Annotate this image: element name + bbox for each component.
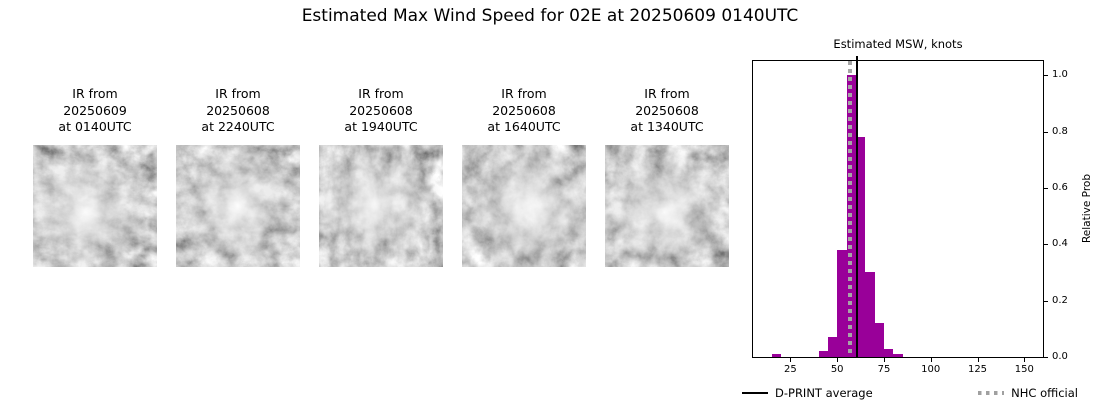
y-tick: [1044, 357, 1048, 358]
x-tick-label: 75: [877, 364, 891, 375]
ir-label-line: at 1940UTC: [344, 119, 418, 135]
y-tick: [1044, 187, 1048, 189]
ir-panel: IR from 20250608 at 1640UTC: [462, 86, 586, 267]
x-tick: [884, 358, 885, 362]
ir-label-line: IR from: [501, 86, 547, 101]
legend-label: NHC official: [1011, 386, 1078, 400]
ir-label-line: 20250609: [63, 102, 127, 118]
histogram-bar: [874, 323, 884, 357]
x-tick-label: 125: [967, 364, 988, 375]
x-tick-label: 25: [784, 364, 797, 375]
ir-panel-label: IR from 20250608 at 1640UTC: [462, 86, 586, 136]
y-tick: [1044, 300, 1048, 302]
histogram-bar: [855, 137, 866, 357]
histogram-chart: [752, 56, 1044, 358]
ir-satellite-image: [462, 144, 586, 267]
ir-satellite-image: [319, 144, 443, 267]
histogram-bar: [865, 272, 875, 357]
ir-panel-label: IR from 20250608 at 2240UTC: [176, 86, 300, 136]
figure-title: Estimated Max Wind Speed for 02E at 2025…: [301, 6, 799, 26]
ir-satellite-image: [605, 144, 729, 267]
dprint-line-swatch: [742, 392, 768, 394]
y-tick-label: 0.6: [1052, 181, 1068, 193]
legend-item-nhc: NHC official: [978, 386, 1078, 400]
ir-label-line: 20250608: [492, 102, 556, 118]
ir-label-line: at 1640UTC: [487, 119, 561, 135]
y-axis-label-text: Relative Prob: [1081, 174, 1093, 244]
ir-panel-label: IR from 20250609 at 0140UTC: [33, 86, 157, 136]
x-tick-label: 150: [1014, 364, 1034, 375]
legend-label: D-PRINT average: [775, 386, 873, 400]
x-tick-label: 100: [921, 364, 941, 375]
x-tick: [790, 358, 792, 362]
ir-panel: IR from 20250608 at 2240UTC: [176, 86, 300, 267]
histogram-bar: [771, 354, 782, 357]
ir-label-line: 20250608: [206, 102, 270, 118]
y-axis-label: Relative Prob: [1078, 61, 1096, 357]
ir-label-line: at 2240UTC: [201, 119, 275, 135]
y-tick-label: 0.4: [1052, 238, 1068, 250]
ir-label-line: at 0140UTC: [58, 119, 132, 135]
histogram-bar: [837, 249, 847, 357]
ir-image-strip: IR from 20250609 at 0140UTC IR from 2025…: [33, 86, 729, 267]
y-tick-label: 0.8: [1052, 125, 1068, 137]
histogram-bar: [884, 348, 894, 357]
y-tick-label: 0.0: [1052, 350, 1068, 362]
y-tick-label: 1.0: [1052, 69, 1068, 81]
ir-satellite-image: [33, 144, 157, 267]
ir-panel-label: IR from 20250608 at 1940UTC: [319, 86, 443, 136]
plot-area: [752, 56, 1044, 358]
y-axis: 0.0 0.2 0.4 0.6 0.8 1.0: [1044, 61, 1078, 362]
x-tick-label: 50: [830, 364, 844, 375]
x-tick: [977, 358, 979, 362]
ir-label-line: at 1340UTC: [630, 119, 704, 135]
legend: D-PRINT average NHC official: [742, 386, 1078, 400]
x-axis: 25 50 75 100 125 150: [753, 358, 1043, 380]
ir-label-line: 20250608: [349, 102, 413, 118]
legend-item-dprint: D-PRINT average: [742, 386, 873, 400]
ir-label-line: IR from: [644, 86, 690, 101]
chart-title: Estimated MSW, knots: [833, 37, 963, 51]
x-tick: [1024, 358, 1026, 362]
y-tick: [1044, 131, 1048, 133]
dprint-average-line: [856, 56, 858, 357]
x-tick: [930, 358, 932, 362]
histogram-bar: [893, 354, 903, 357]
ir-label-line: IR from: [358, 86, 404, 101]
histogram-bar: [818, 351, 828, 357]
ir-satellite-image: [176, 144, 300, 267]
x-tick: [837, 358, 839, 362]
ir-panel-label: IR from 20250608 at 1340UTC: [605, 86, 729, 136]
nhc-official-line: [848, 61, 852, 357]
y-tick: [1044, 75, 1048, 77]
histogram-bar: [827, 337, 838, 357]
nhc-line-swatch: [978, 391, 1005, 395]
ir-panel: IR from 20250609 at 0140UTC: [33, 86, 157, 267]
ir-label-line: IR from: [215, 86, 261, 101]
y-tick: [1044, 244, 1048, 246]
ir-label-line: IR from: [72, 86, 118, 101]
y-tick-label: 0.2: [1052, 294, 1068, 306]
ir-label-line: 20250608: [635, 102, 699, 118]
ir-panel: IR from 20250608 at 1340UTC: [605, 86, 729, 267]
ir-panel: IR from 20250608 at 1940UTC: [319, 86, 443, 267]
